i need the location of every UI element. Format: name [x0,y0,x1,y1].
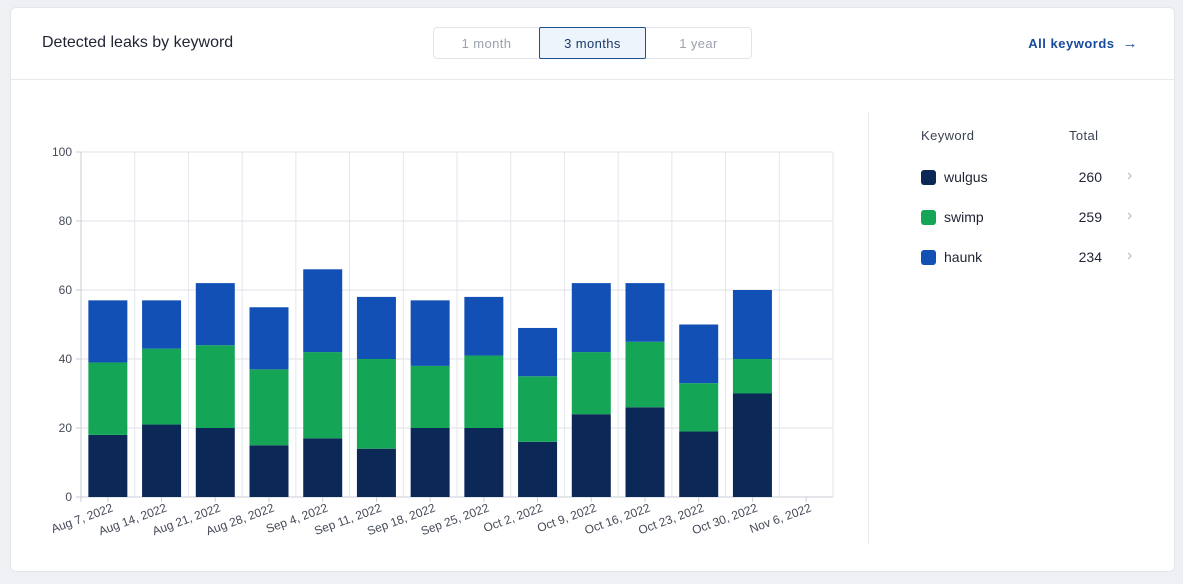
all-keywords-link[interactable]: All keywords → [1028,35,1138,52]
bar-segment-swimp [249,369,289,446]
keyword-legend: Keyword Total wulgus 260 › swimp 259 › h… [921,128,1141,265]
y-tick-label: 0 [65,490,72,504]
range-selector: 1 month 3 months 1 year [433,27,752,59]
arrow-right-icon: → [1122,35,1138,52]
bar-segment-haunk [303,269,343,353]
bar-segment-wulgus [410,428,450,497]
bar-segment-haunk [88,300,128,363]
bar-segment-swimp [732,359,772,394]
y-axis: 0 20 40 60 80 100 [52,145,82,504]
bar-segment-haunk [195,283,235,346]
bar-segment-wulgus [464,428,504,497]
bar-segment-swimp [303,352,343,439]
legend-keyword-name: swimp [944,209,984,225]
chevron-right-icon: › [1127,247,1133,264]
legend-keyword-total: 260 [1078,169,1102,185]
legend-swatch [921,250,936,265]
chart-grid [81,151,834,498]
card-header: Detected leaks by keyword 1 month 3 mont… [11,8,1174,80]
legend-swatch [921,210,936,225]
range-1-year-button[interactable]: 1 year [679,35,718,51]
bar-segment-wulgus [732,393,772,497]
bar-segment-wulgus [625,407,665,497]
legend-swatch [921,170,936,185]
y-tick-label: 100 [52,145,72,159]
bar-segment-haunk [732,290,772,359]
bar-segment-wulgus [88,434,128,497]
range-1-month-button[interactable]: 1 month [461,35,512,51]
bar-segment-wulgus [195,428,235,497]
leaks-card: Detected leaks by keyword 1 month 3 mont… [10,7,1175,572]
y-tick-label: 80 [59,214,73,228]
bar-segment-swimp [410,365,450,428]
bar-segment-haunk [410,300,450,366]
x-tick-label: Nov 6, 2022 [748,501,814,536]
chevron-right-icon: › [1127,167,1133,184]
bar-segment-haunk [571,283,611,353]
bar-segment-haunk [464,296,504,356]
legend-keyword-total: 234 [1078,249,1102,265]
bar-segment-haunk [356,296,396,359]
bar-segment-wulgus [142,424,182,497]
y-tick-label: 40 [59,352,73,366]
legend-col-total: Total [1069,128,1099,143]
bar-segment-wulgus [518,441,558,497]
legend-col-keyword: Keyword [921,128,975,143]
card-title: Detected leaks by keyword [42,34,234,51]
bar-segment-swimp [88,362,128,435]
bar-segment-haunk [249,307,289,370]
legend-row-swimp[interactable]: swimp 259 › [921,198,1141,238]
range-3-months-button[interactable]: 3 months [539,27,646,59]
legend-keyword-total: 259 [1078,209,1102,225]
bar-segment-swimp [464,355,504,428]
section-divider [868,112,869,544]
bar-segment-swimp [571,352,611,415]
bar-segment-swimp [356,359,396,449]
legend-header: Keyword Total [921,128,1141,148]
bar-segment-swimp [142,348,182,425]
bar-segment-haunk [142,300,182,349]
legend-keyword-name: wulgus [944,169,988,185]
chevron-right-icon: › [1127,207,1133,224]
legend-keyword-name: haunk [944,249,983,265]
legend-row-wulgus[interactable]: wulgus 260 › [921,158,1141,198]
bar-segment-wulgus [249,445,289,497]
bar-segment-wulgus [303,438,343,497]
bar-segment-haunk [625,283,665,342]
bar-segment-swimp [625,341,665,408]
y-tick-label: 20 [59,421,73,435]
bar-segment-wulgus [571,414,611,497]
bar-segment-wulgus [679,431,719,497]
bar-segment-haunk [679,324,719,384]
bar-segment-swimp [679,383,719,432]
y-tick-label: 60 [59,283,73,297]
x-tick-label: Oct 2, 2022 [482,501,545,535]
bar-segment-swimp [518,376,558,442]
chart-bars [88,269,772,497]
all-keywords-label: All keywords [1028,36,1115,51]
legend-row-haunk[interactable]: haunk 234 › [921,238,1141,278]
bar-segment-swimp [195,345,235,428]
bar-segment-haunk [518,327,558,377]
bar-segment-wulgus [356,448,396,497]
